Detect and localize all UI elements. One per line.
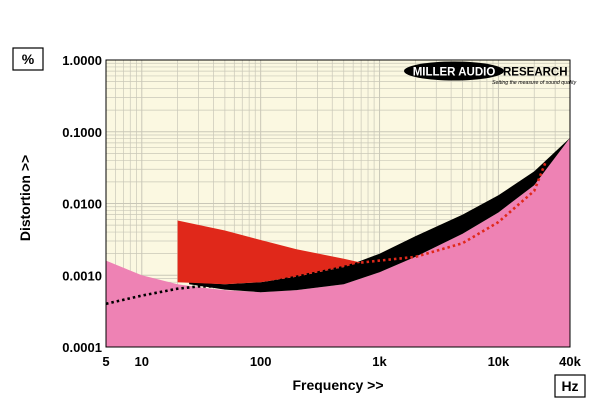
x-tick-label: 40k [559,354,581,369]
logo-text-left: MILLER AUDIO [413,67,496,79]
x-unit-box: Hz [554,374,586,398]
red-dotted-series [360,161,547,264]
x-unit-label: Hz [561,378,578,394]
x-tick-label: 10k [488,354,510,369]
y-tick-label: 0.0010 [62,268,102,283]
x-tick-label: 1k [372,354,387,369]
logo-tagline: Setting the measure of sound quality [492,80,577,86]
miller-audio-research-logo: MILLER AUDIO RESEARCH Setting the measur… [404,61,577,86]
y-tick-label: 1.0000 [62,53,102,68]
y-tick-label: 0.0001 [62,340,102,355]
plot-frame [105,59,571,348]
y-axis-title: Distortion >> [17,155,33,241]
tick-labels: 5 10 100 1k 10k 40k 1.0000 0.1000 0.0100 0.0010 0.… [62,53,581,369]
series-layer [105,137,570,347]
x-tick-label: 10 [135,354,149,369]
x-tick-label: 100 [250,354,272,369]
y-unit-box: % [12,47,44,71]
pink-area-series [106,137,570,347]
logo-text-right: RESEARCH [503,67,568,79]
x-tick-label: 5 [102,354,109,369]
red-band-series [177,220,362,285]
x-axis-title: Frequency >> [292,377,383,393]
y-unit-label: % [22,51,35,67]
y-tick-label: 0.0100 [62,197,102,212]
y-tick-label: 0.1000 [62,125,102,140]
